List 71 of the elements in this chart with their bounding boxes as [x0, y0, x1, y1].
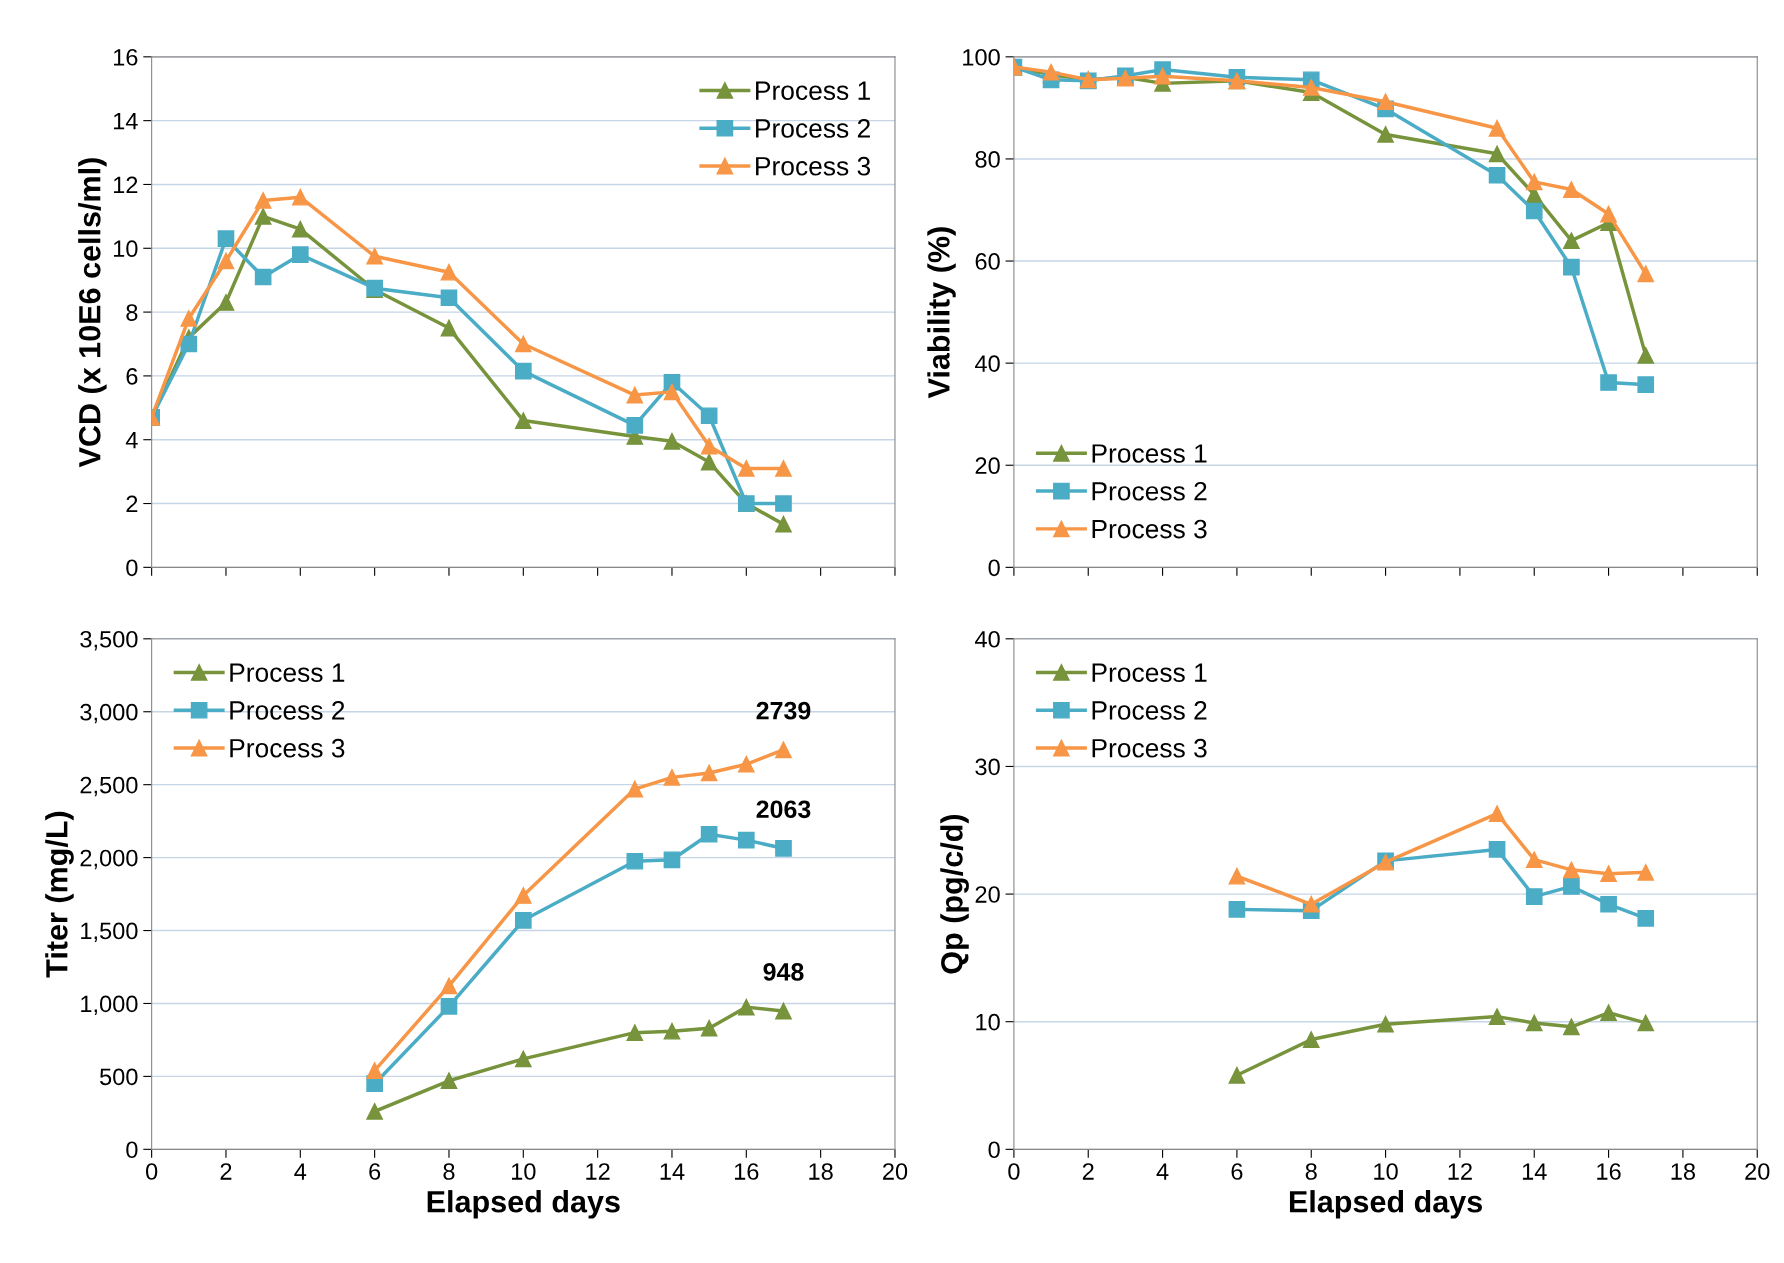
y-tick-label: 40: [974, 630, 1000, 648]
y-tick-label: 14: [113, 112, 138, 130]
x-tick-label: 6: [1231, 1163, 1243, 1180]
y-tick-label: 8: [126, 304, 138, 321]
legend-label: Process 1: [230, 663, 345, 682]
y-tick-label: 100: [963, 48, 1000, 66]
x-tick-label: 0: [1008, 1163, 1020, 1180]
y-tick-label: 0: [988, 559, 1000, 577]
x-tick-label: 16: [734, 1163, 759, 1180]
y-tick-label: 0: [126, 1141, 138, 1159]
y-tick-label: 60: [975, 253, 1000, 270]
x-tick-label: 4: [294, 1163, 307, 1180]
y-tick-label: 2,000: [80, 849, 138, 870]
data-label: 2739: [756, 701, 811, 720]
y-tick-label: 0: [126, 559, 138, 577]
x-tick-label: 14: [660, 1163, 685, 1180]
legend-label: Process 2: [230, 701, 345, 720]
y-tick-label: 40: [974, 355, 1000, 372]
legend-label: Process 1: [756, 81, 870, 100]
legend-label: Process 3: [1092, 519, 1207, 539]
x-axis-title: Elapsed days: [427, 1190, 620, 1219]
x-tick-label: 10: [1374, 1163, 1398, 1180]
y-tick-label: 500: [100, 1068, 138, 1086]
legend-label: Process 2: [1092, 701, 1207, 720]
y-tick-label: 16: [113, 48, 138, 66]
y-tick-label: 1,500: [81, 922, 138, 943]
legend-label: Process 2: [1092, 481, 1207, 501]
x-tick-label: 18: [1671, 1163, 1696, 1180]
x-tick-label: 16: [1597, 1163, 1621, 1180]
x-tick-label: 20: [883, 1163, 908, 1180]
legend-label: Process 2: [756, 119, 870, 138]
y-tick-label: 6: [126, 367, 138, 385]
legend-label: Process 3: [230, 738, 345, 758]
y-tick-label: 3,000: [80, 703, 138, 724]
y-axis-title: Qp (pg/c/d): [940, 814, 969, 974]
y-tick-label: 20: [975, 457, 1000, 475]
x-tick-label: 8: [1305, 1163, 1317, 1180]
y-tick-label: 3,500: [80, 630, 138, 651]
x-tick-label: 10: [511, 1163, 536, 1180]
data-label: 2063: [756, 800, 811, 819]
x-axis-title: Elapsed days: [1289, 1190, 1482, 1219]
x-tick-label: 18: [809, 1163, 833, 1180]
y-axis-title: VCD (x 10E6 cells/ml): [78, 158, 107, 468]
x-tick-label: 2: [1082, 1163, 1094, 1180]
y-tick-label: 4: [125, 432, 138, 449]
y-axis-title: Titer (mg/L): [45, 811, 74, 978]
legend-label: Process 3: [756, 156, 871, 176]
x-tick-label: 6: [369, 1163, 381, 1180]
data-label: 948: [763, 963, 804, 981]
y-tick-label: 1,000: [81, 995, 138, 1016]
y-axis-title: Viability (%): [927, 227, 956, 399]
x-tick-label: 14: [1522, 1163, 1547, 1180]
y-tick-label: 12: [113, 176, 138, 194]
legend-label: Process 1: [1092, 444, 1207, 463]
x-tick-label: 20: [1745, 1163, 1770, 1180]
y-tick-label: 10: [976, 1013, 1000, 1031]
y-tick-label: 0: [988, 1141, 1000, 1159]
x-tick-label: 2: [220, 1163, 232, 1180]
y-tick-label: 10: [113, 240, 138, 258]
x-tick-label: 12: [586, 1163, 610, 1180]
legend-label: Process 3: [1092, 738, 1207, 758]
x-tick-label: 4: [1156, 1163, 1169, 1180]
legend-label: Process 1: [1092, 663, 1207, 682]
y-tick-label: 30: [975, 758, 1000, 776]
y-tick-label: 2,500: [80, 776, 138, 797]
y-tick-label: 2: [126, 495, 138, 513]
y-tick-label: 80: [975, 151, 1000, 168]
x-tick-label: 0: [146, 1163, 158, 1180]
y-tick-label: 20: [975, 886, 1000, 903]
x-tick-label: 12: [1448, 1163, 1472, 1180]
x-tick-label: 8: [443, 1163, 455, 1180]
